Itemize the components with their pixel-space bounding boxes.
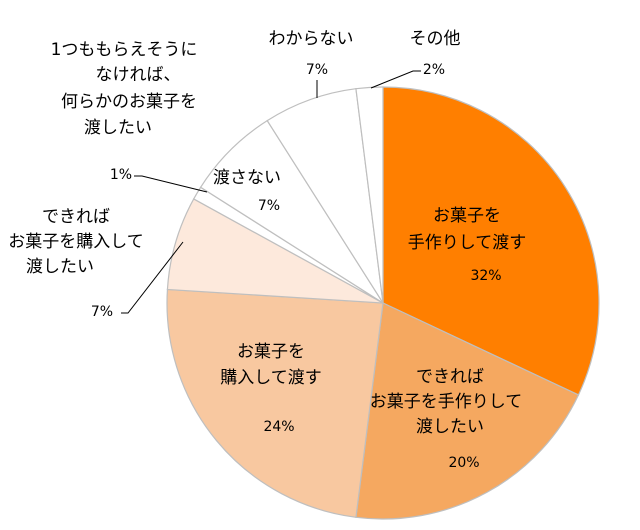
slice-7-value-label: 7% <box>306 62 328 78</box>
slice-5-label-line-2: なければ、 <box>96 65 181 85</box>
slice-3-label-line-1: お菓子を <box>237 342 305 362</box>
slice-2-value-label: 20% <box>448 455 479 471</box>
slice-8-leader-line <box>370 70 421 89</box>
slice-8-label-line-1: その他 <box>410 29 461 49</box>
slice-5-label-line-3: 何らかのお菓子を <box>61 92 197 112</box>
slice-1-value-label: 32% <box>470 268 501 284</box>
slice-4-label-line-1: できれば <box>42 207 110 227</box>
slice-4-label-line-3: 渡したい <box>26 257 94 277</box>
slice-6-label-line-1: 渡さない <box>213 168 281 188</box>
labels-layer: お菓子を手作りして渡す32%できればお菓子を手作りして渡したい20%お菓子を購入… <box>8 29 526 471</box>
pie-slice-8 <box>355 86 384 304</box>
slice-5-label-line-1: 1つももらえそうに <box>51 40 198 60</box>
slice-8-value-label: 2% <box>423 62 445 78</box>
leader-lines-layer <box>121 70 421 314</box>
slice-2-label-line-2: お菓子を手作りして <box>370 392 523 412</box>
slice-5-value-label: 1% <box>110 167 132 183</box>
pie-slice-3 <box>166 288 384 518</box>
slice-3-label-line-2: 購入して渡す <box>220 368 322 388</box>
slice-3-value-label: 24% <box>263 419 294 435</box>
slice-4-value-label: 7% <box>91 304 113 320</box>
slice-2-label-line-1: できれば <box>416 367 484 387</box>
pie-slice-2 <box>355 302 580 520</box>
slice-4-label-line-2: お菓子を購入して <box>8 232 144 252</box>
slice-1-label-line-1: お菓子を <box>433 206 501 226</box>
slice-5-leader-line <box>134 175 208 193</box>
slice-5-label-line-4: 渡したい <box>84 118 152 138</box>
slice-4-leader-line <box>121 241 184 314</box>
slice-7-label-line-1: わからない <box>269 29 354 49</box>
pie-slice-1 <box>382 86 600 396</box>
slices-layer <box>166 86 600 520</box>
slice-2-label-line-3: 渡したい <box>416 417 484 437</box>
slice-6-value-label: 7% <box>258 198 280 214</box>
slice-1-label-line-2: 手作りして渡す <box>408 233 527 253</box>
